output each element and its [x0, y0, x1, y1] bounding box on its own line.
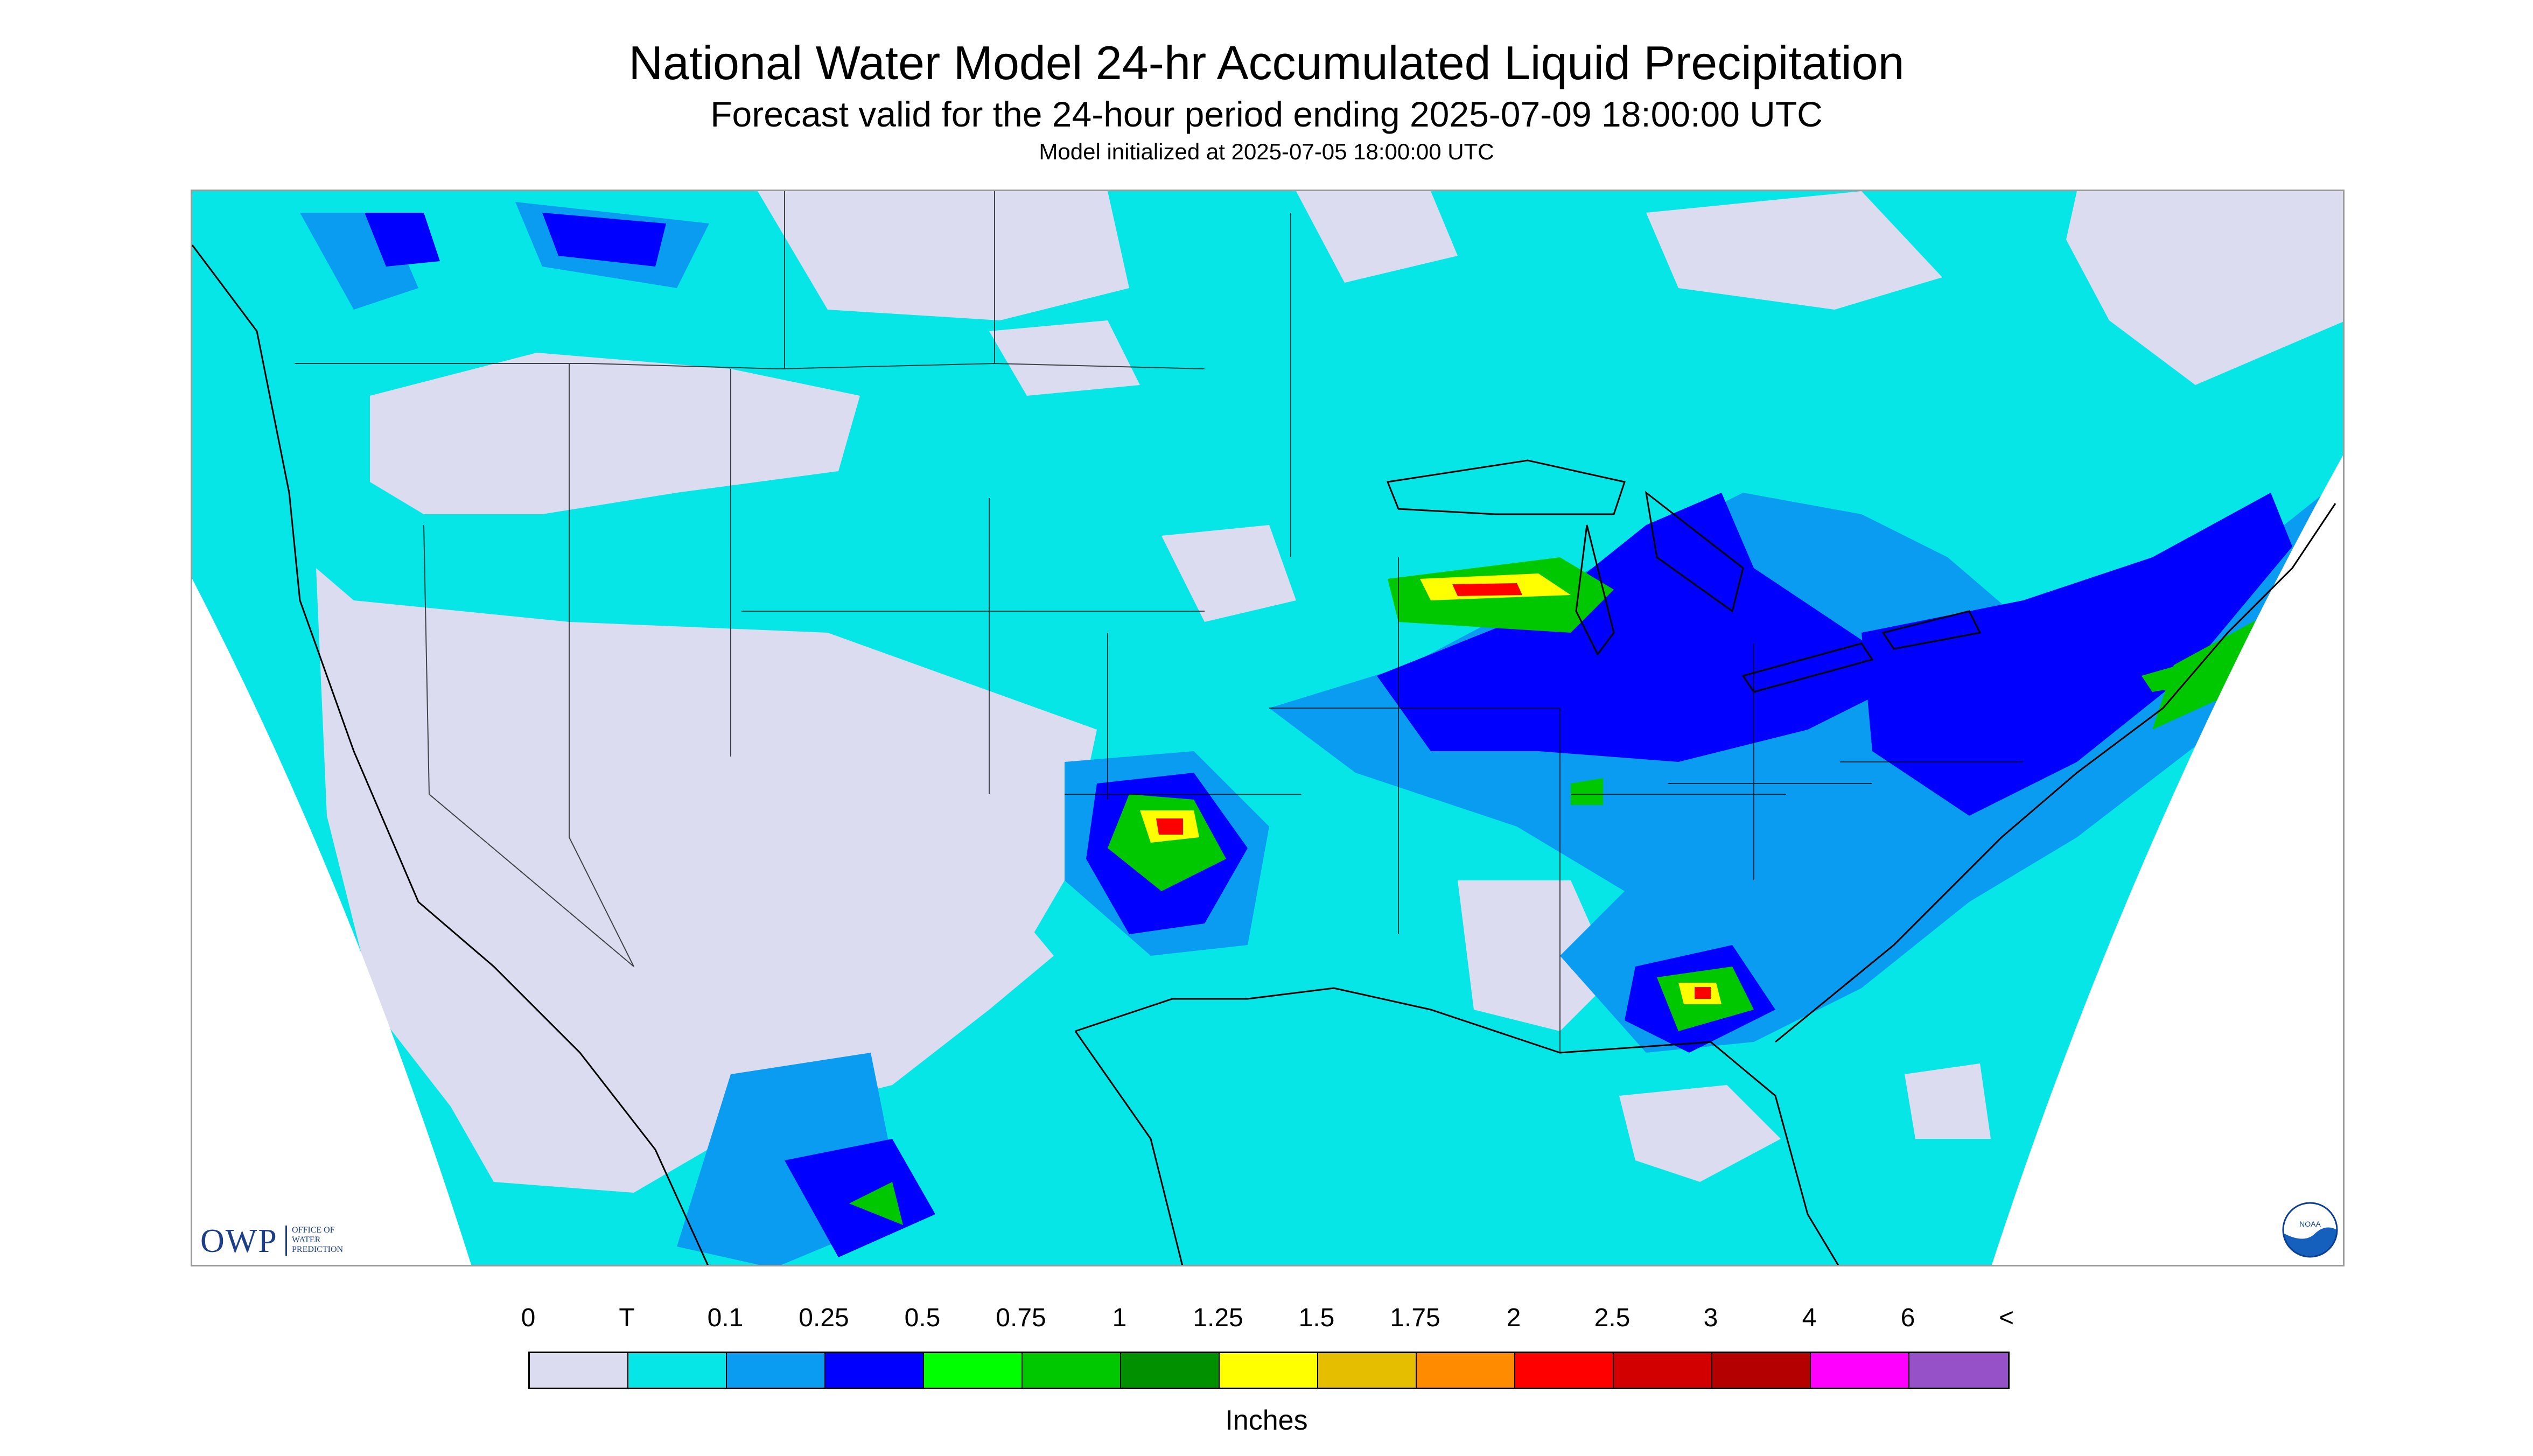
legend-tick-label: 0.25 [799, 1304, 849, 1332]
model-init-line: Model initialized at 2025-07-05 18:00:00… [1039, 139, 1494, 164]
legend-swatch [1614, 1353, 1712, 1388]
legend-tick-label: 0.75 [996, 1304, 1046, 1332]
outside-domain [192, 455, 2343, 1265]
legend-tick-label: 1 [1112, 1304, 1127, 1332]
legend-tick-label: 1.75 [1390, 1304, 1440, 1332]
legend-tick-label: 2.5 [1594, 1304, 1631, 1332]
precipitation-map [191, 190, 2345, 1266]
legend-swatch [1318, 1353, 1417, 1388]
legend-swatch [1811, 1353, 1909, 1388]
legend-swatch [924, 1353, 1023, 1388]
map-title: National Water Model 24-hr Accumulated L… [628, 36, 1905, 89]
owp-sub-line: OFFICE OF [292, 1226, 335, 1235]
legend-unit-label: Inches [1225, 1405, 1308, 1436]
legend-tick-label: 3 [1703, 1304, 1718, 1332]
noaa-logo-text: NOAA [2299, 1220, 2321, 1228]
legend-swatch [825, 1353, 924, 1388]
map-subtitle: Forecast valid for the 24-hour period en… [710, 94, 1823, 134]
legend-swatch [628, 1353, 727, 1388]
owp-logo: OWP OFFICE OF WATER PREDICTION [200, 1222, 373, 1260]
legend-tick-label: 0.1 [707, 1304, 744, 1332]
legend-swatch [1909, 1353, 2008, 1388]
great-lakes [1386, 459, 1982, 693]
legend-swatch [1023, 1353, 1121, 1388]
zero-precip-areas [316, 191, 2343, 1193]
noaa-logo: NOAA [2282, 1202, 2338, 1258]
owp-logo-divider [285, 1226, 287, 1256]
legend-tick-label: 0 [521, 1304, 536, 1332]
legend-swatch [1417, 1353, 1515, 1388]
legend-tick-label: 1.5 [1298, 1304, 1335, 1332]
legend-swatch [530, 1353, 628, 1388]
legend-labels: 0 T 0.1 0.25 0.5 0.75 1 1.25 1.5 1.75 2 2.5 3 4 6 < [0, 1303, 2533, 1341]
legend-colorbar [528, 1352, 2010, 1389]
legend-swatch [727, 1353, 825, 1388]
map-canvas [192, 191, 2343, 1265]
legend-tick-label: 0.5 [904, 1304, 941, 1332]
legend-swatch [1220, 1353, 1318, 1388]
extreme-rain-areas [1156, 583, 1711, 999]
legend-swatch [1121, 1353, 1220, 1388]
legend-tick-label: < [1998, 1304, 2014, 1332]
legend-swatch [1515, 1353, 1614, 1388]
legend-tick-label: 6 [1900, 1304, 1915, 1332]
owp-sub-line: WATER [292, 1235, 321, 1244]
legend-tick-label: T [619, 1304, 635, 1332]
owp-logo-text: OWP [200, 1223, 278, 1259]
legend-tick-label: 2 [1506, 1304, 1521, 1332]
owp-logo-subtext: OFFICE OF WATER PREDICTION [292, 1226, 343, 1255]
legend-tick-label: 4 [1802, 1304, 1817, 1332]
legend-swatch [1712, 1353, 1811, 1388]
state-boundaries [295, 191, 2023, 1053]
legend-tick-label: 1.25 [1193, 1304, 1243, 1332]
moderate-rain-areas [365, 213, 2292, 1257]
coastlines [192, 244, 2336, 1265]
owp-sub-line: PREDICTION [292, 1245, 344, 1254]
